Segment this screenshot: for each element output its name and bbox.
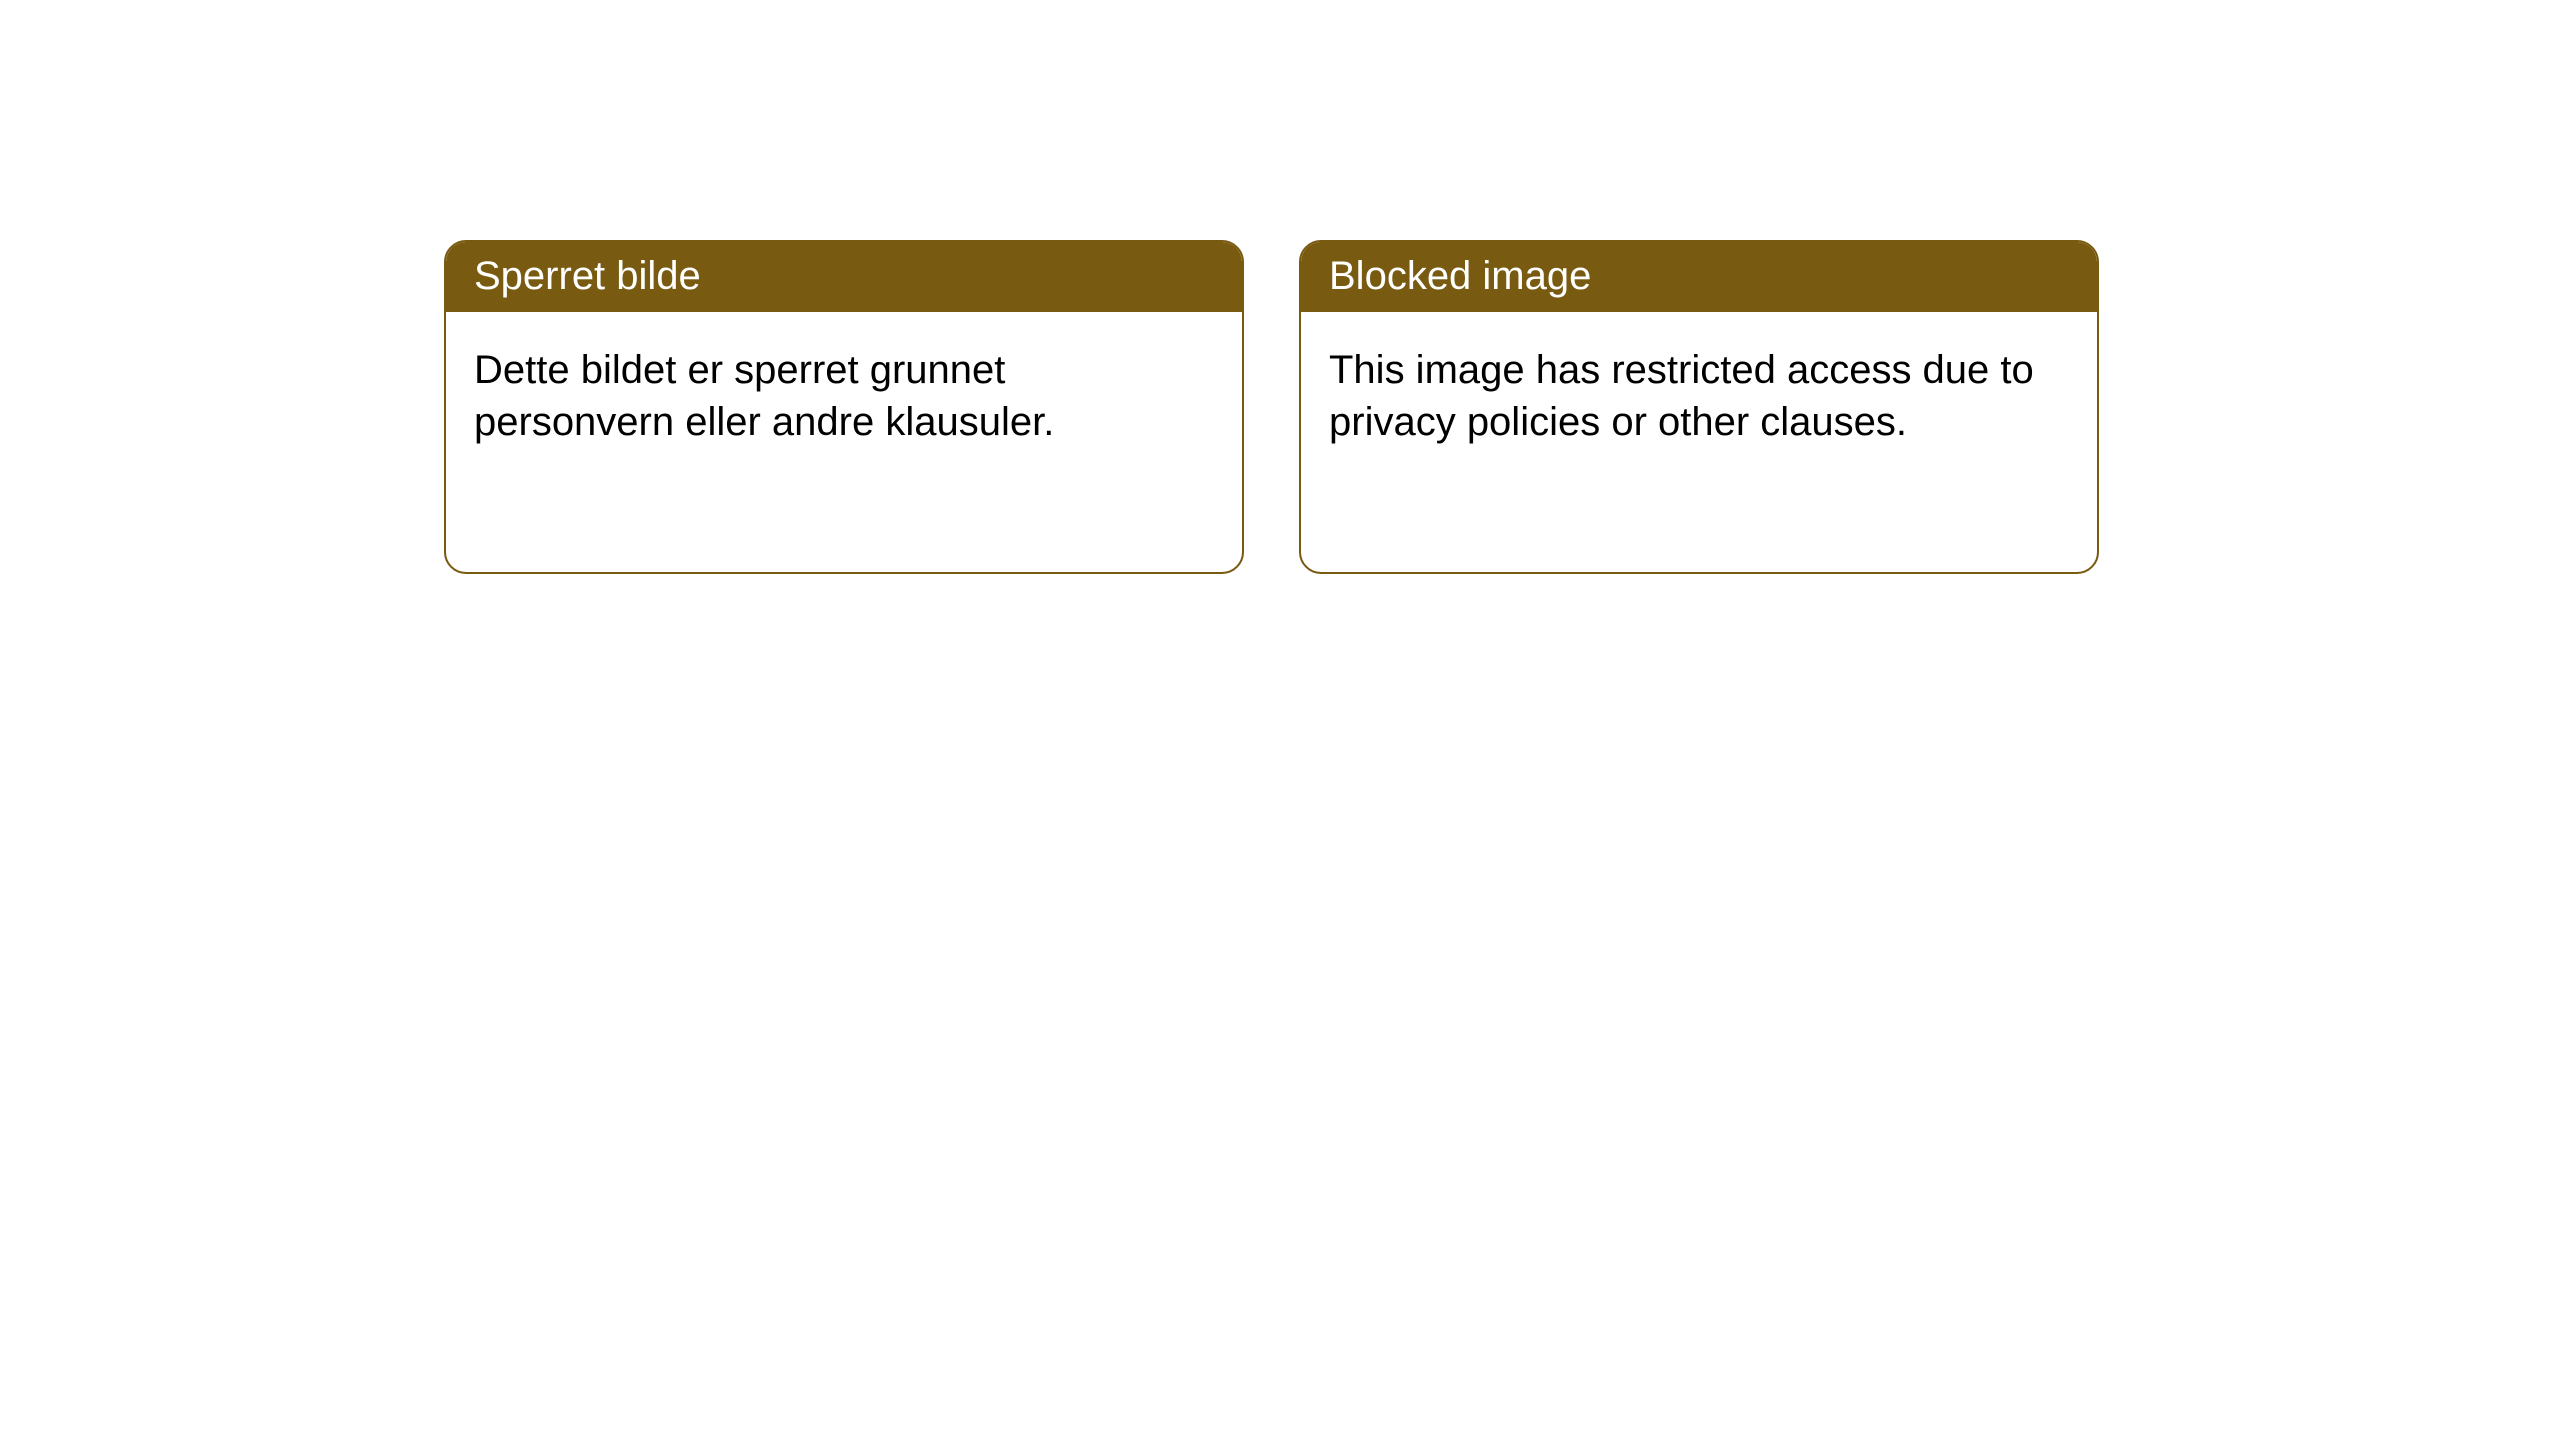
card-header-english: Blocked image xyxy=(1301,242,2097,312)
card-body-english: This image has restricted access due to … xyxy=(1301,312,2097,572)
card-header-norwegian: Sperret bilde xyxy=(446,242,1242,312)
card-body-norwegian: Dette bildet er sperret grunnet personve… xyxy=(446,312,1242,572)
notice-card-norwegian: Sperret bilde Dette bildet er sperret gr… xyxy=(444,240,1244,574)
notice-cards-container: Sperret bilde Dette bildet er sperret gr… xyxy=(0,0,2560,574)
notice-card-english: Blocked image This image has restricted … xyxy=(1299,240,2099,574)
